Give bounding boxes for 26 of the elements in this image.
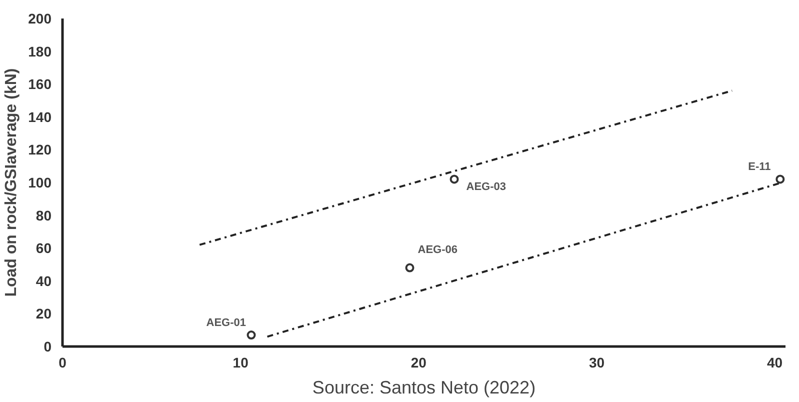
y-tick-label: 120 [28, 142, 52, 158]
y-tick-label: 40 [36, 272, 52, 289]
y-tick-label: 160 [28, 76, 52, 92]
annotation: AEG-06 [418, 244, 458, 256]
y-tick-label: 0 [44, 338, 52, 354]
annotation: AEG-01 [206, 317, 246, 330]
x-tick-label: 40 [767, 354, 783, 370]
source-note: Source: Santos Neto (2022) [312, 378, 536, 398]
point [405, 263, 414, 272]
x-tick-label: 0 [58, 354, 67, 370]
y-tick-label: 100 [28, 174, 52, 190]
y-tick-label: 140 [28, 108, 52, 125]
y-tick-label: 60 [36, 240, 52, 256]
x-tick-label: 30 [588, 354, 605, 370]
y-axis-title: Load on rock/GSIaverage (kN) [3, 68, 20, 297]
point [246, 330, 256, 340]
y-tick-label: 180 [28, 43, 52, 60]
x-tick-label: 10 [232, 354, 249, 370]
x-tick-label: 20 [410, 354, 427, 370]
annotation: AEG-03 [466, 181, 506, 194]
annotation: E-11 [748, 161, 771, 174]
y-tick-label: 200 [28, 10, 52, 26]
point [450, 174, 459, 184]
y-tick-label: 20 [36, 306, 52, 322]
point [776, 174, 785, 184]
y-tick-label: 80 [36, 207, 52, 224]
